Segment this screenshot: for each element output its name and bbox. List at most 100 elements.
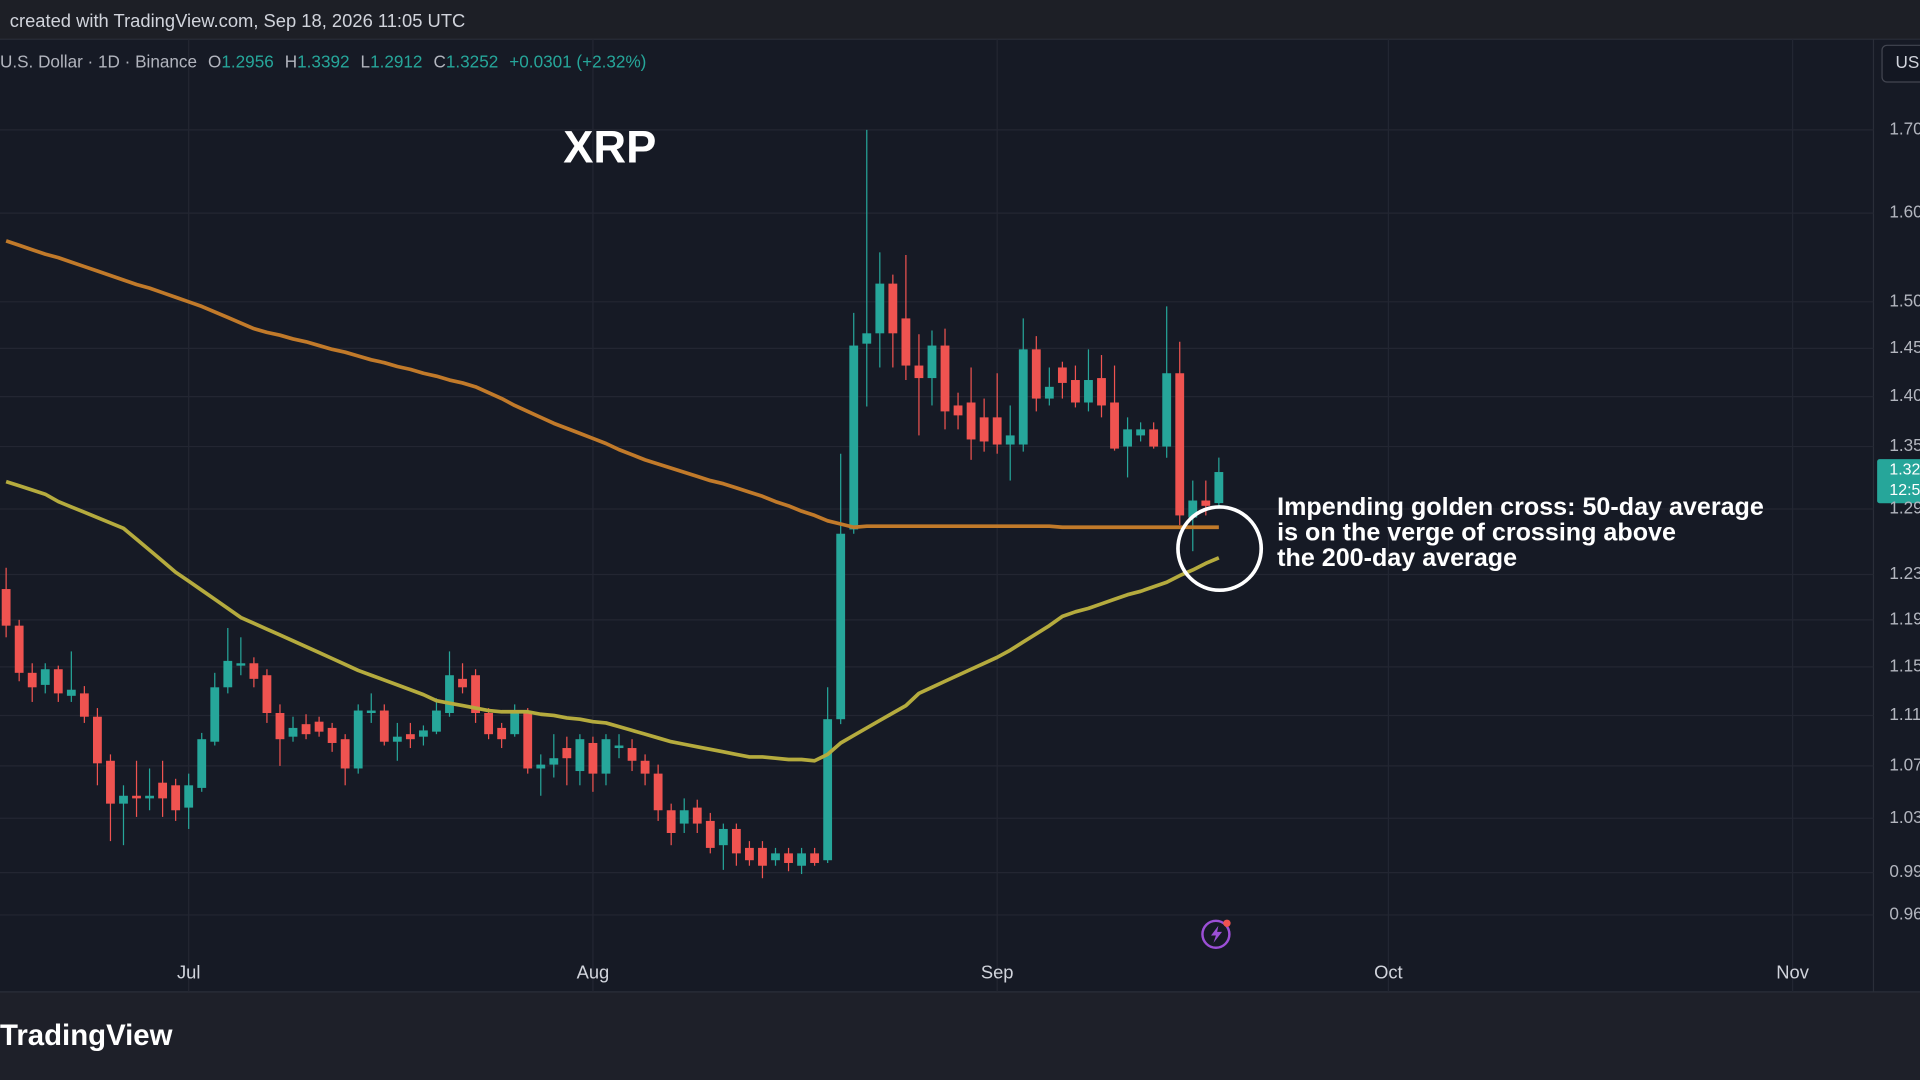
annotation: Impending golden cross: 50-day average i… [1277, 493, 1764, 572]
candle-body [575, 739, 585, 772]
candle-body [875, 283, 885, 334]
y-tick-label: 0.99 [1889, 861, 1920, 881]
header-bar [0, 0, 1920, 40]
candle-body [758, 847, 767, 866]
candle-body [797, 853, 806, 866]
moving-average-line [5, 239, 1219, 530]
y-tick-label: 1.07 [1889, 754, 1920, 774]
candle-body [132, 795, 141, 799]
candle-body [523, 713, 533, 769]
candle-body [484, 713, 494, 735]
candle-body [601, 739, 611, 774]
candle-body [1149, 429, 1159, 447]
candle-body [1, 589, 11, 626]
candle-body [836, 533, 846, 720]
grid [0, 39, 1874, 992]
x-tick-label: Aug [577, 961, 610, 982]
candle-body [392, 736, 402, 742]
close-value: 1.3252 [446, 51, 498, 71]
candle-body [1201, 500, 1211, 506]
candle-body [536, 764, 546, 769]
candle-body [1084, 380, 1093, 403]
symbol: U.S. Dollar · 1D · Binance [0, 51, 197, 71]
x-tick-label: Jul [177, 961, 200, 982]
candle-body [223, 660, 233, 688]
candle-body [1110, 402, 1119, 449]
candle-body [405, 734, 415, 740]
y-tick-label: 0.96 [1889, 903, 1920, 923]
y-tick-label: 1.11 [1889, 704, 1920, 724]
icon-dot[interactable] [1223, 919, 1231, 927]
candle-body [966, 402, 976, 440]
candle-body [679, 810, 689, 824]
candle-body [314, 721, 324, 732]
candle-body [640, 760, 650, 774]
highlight-circle [1176, 505, 1264, 593]
candle-body [562, 748, 572, 759]
candle-body [614, 745, 624, 749]
candle-body [771, 853, 780, 861]
candle-body [666, 810, 676, 833]
candle-body [40, 669, 50, 685]
candle-body [940, 345, 950, 412]
candle-body [849, 345, 859, 530]
candle-body [14, 625, 24, 673]
candle-body [171, 785, 181, 811]
footer-bar [0, 991, 1920, 1080]
candle-body [497, 727, 507, 740]
y-tick-label: 1.03 [1889, 807, 1920, 827]
candle-body [262, 675, 272, 714]
low-value: 1.2912 [370, 51, 422, 71]
currency-button-bg[interactable] [1881, 44, 1920, 83]
candle-body [106, 760, 115, 804]
x-tick-label: Sep [981, 961, 1014, 982]
candle-body [1071, 380, 1080, 403]
candle-body [1018, 349, 1028, 445]
ohlc-label: H [285, 51, 297, 71]
y-tick-label: 1.23 [1889, 563, 1920, 583]
candle-body [1123, 429, 1132, 447]
candle-body [549, 758, 559, 765]
y-tick-label: 1.40 [1889, 385, 1920, 405]
y-tick-label: 1.35 [1889, 435, 1920, 455]
y-tick-label: 1.70 [1889, 118, 1920, 138]
last-price: 1.3252 [1889, 461, 1920, 478]
moving-average-line [5, 479, 1220, 763]
ohlc-label: C [434, 51, 446, 71]
candle-body [692, 807, 702, 824]
candle-body [1214, 472, 1224, 504]
currency-button-label[interactable]: US [1896, 52, 1920, 72]
icon-bolt[interactable] [1211, 925, 1223, 943]
candle-body [1097, 378, 1106, 406]
candle-body [745, 847, 754, 861]
candle-body [1188, 500, 1198, 518]
candle-body [458, 678, 467, 688]
icon-ring[interactable] [1201, 919, 1231, 949]
candle-body [653, 773, 663, 811]
y-tick-label: 1.15 [1889, 655, 1920, 675]
candle-body [784, 853, 793, 863]
x-tick-label: Oct [1374, 961, 1403, 982]
candle-body [627, 748, 637, 761]
candle-body [210, 687, 220, 742]
lightning-icon[interactable] [1201, 919, 1231, 949]
annotation-line: is on the verge of crossing above [1277, 519, 1676, 547]
candle-body [810, 853, 820, 863]
y-tick-label: 1.45 [1889, 337, 1920, 357]
candle-body [1136, 429, 1146, 436]
countdown: 12:5 [1889, 482, 1920, 499]
currency-button[interactable]: US [1881, 44, 1920, 83]
candle-body [93, 716, 102, 764]
open-value: 1.2956 [221, 51, 273, 71]
candle-body [510, 710, 520, 735]
change: +0.0301 (+2.32%) [509, 51, 646, 71]
ohlc-label: L [361, 51, 371, 71]
candle-body [53, 669, 63, 694]
y-tick-label: 1.19 [1889, 608, 1920, 628]
candles [1, 129, 1224, 879]
candle-body [236, 663, 246, 666]
symbol-legend: U.S. Dollar · 1D · Binance O1.2956 H1.3392… [0, 51, 646, 71]
candle-body [301, 724, 311, 735]
candle-body [1044, 386, 1054, 399]
